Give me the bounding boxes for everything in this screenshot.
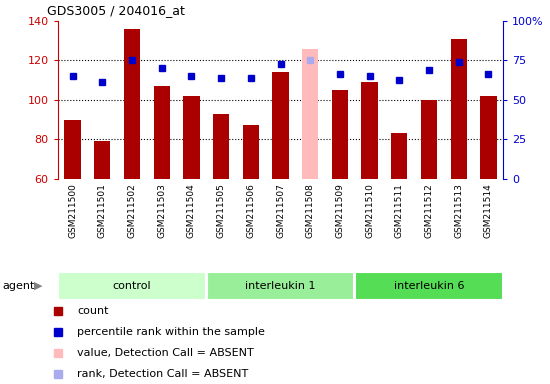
Bar xyxy=(272,72,289,179)
Text: GSM211512: GSM211512 xyxy=(425,183,433,238)
Text: interleukin 6: interleukin 6 xyxy=(394,281,464,291)
Bar xyxy=(302,49,318,179)
Text: count: count xyxy=(77,306,109,316)
Text: GSM211508: GSM211508 xyxy=(306,183,315,238)
Text: GSM211510: GSM211510 xyxy=(365,183,374,238)
Bar xyxy=(124,29,140,179)
Text: value, Detection Call = ABSENT: value, Detection Call = ABSENT xyxy=(77,348,254,358)
Text: GSM211507: GSM211507 xyxy=(276,183,285,238)
Bar xyxy=(480,96,497,179)
Text: GSM211505: GSM211505 xyxy=(217,183,226,238)
Text: GSM211503: GSM211503 xyxy=(157,183,166,238)
Text: GSM211501: GSM211501 xyxy=(98,183,107,238)
Bar xyxy=(421,100,437,179)
Text: control: control xyxy=(113,281,151,291)
Text: GSM211513: GSM211513 xyxy=(454,183,463,238)
Bar xyxy=(207,272,354,300)
Text: agent: agent xyxy=(3,281,35,291)
Text: GSM211500: GSM211500 xyxy=(68,183,77,238)
Text: GSM211511: GSM211511 xyxy=(395,183,404,238)
Text: GSM211514: GSM211514 xyxy=(484,183,493,238)
Text: ▶: ▶ xyxy=(34,281,42,291)
Text: percentile rank within the sample: percentile rank within the sample xyxy=(77,327,265,337)
Bar xyxy=(183,96,200,179)
Bar xyxy=(153,86,170,179)
Text: GSM211502: GSM211502 xyxy=(128,183,136,238)
Bar xyxy=(243,126,259,179)
Text: rank, Detection Call = ABSENT: rank, Detection Call = ABSENT xyxy=(77,369,249,379)
Text: GSM211504: GSM211504 xyxy=(187,183,196,238)
Bar xyxy=(64,119,81,179)
Text: GSM211506: GSM211506 xyxy=(246,183,255,238)
Text: interleukin 1: interleukin 1 xyxy=(245,281,316,291)
Text: GDS3005 / 204016_at: GDS3005 / 204016_at xyxy=(47,4,185,17)
Bar xyxy=(450,39,467,179)
Bar xyxy=(361,82,378,179)
Text: GSM211509: GSM211509 xyxy=(336,183,344,238)
Bar xyxy=(213,114,229,179)
Bar xyxy=(94,141,111,179)
Bar xyxy=(58,272,206,300)
Bar xyxy=(355,272,503,300)
Bar xyxy=(332,90,348,179)
Bar xyxy=(391,133,408,179)
